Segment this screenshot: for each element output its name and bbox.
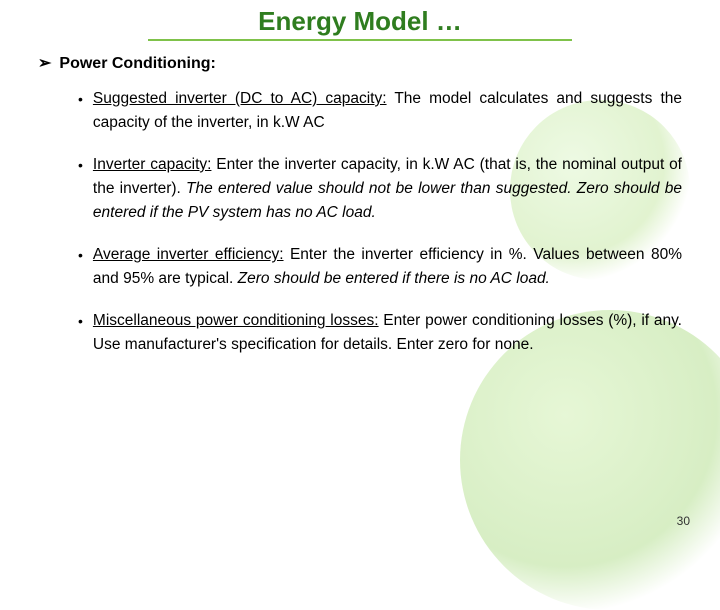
section-heading-row: ➢ Power Conditioning: [38,53,682,73]
section-heading: Power Conditioning: [59,55,215,73]
bullet-text: Miscellaneous power conditioning losses:… [93,309,682,357]
arrow-bullet-icon: ➢ [38,53,51,73]
bullet-list: • Suggested inverter (DC to AC) capacity… [38,87,682,357]
list-item: • Average inverter efficiency: Enter the… [78,243,682,291]
bullet-text: Average inverter efficiency: Enter the i… [93,243,682,291]
bullet-lead: Suggested inverter (DC to AC) capacity: [93,90,387,107]
bullet-dot-icon: • [78,155,83,225]
bullet-lead: Inverter capacity: [93,156,212,173]
page-number: 30 [677,514,690,528]
bullet-dot-icon: • [78,245,83,291]
bullet-lead: Miscellaneous power conditioning losses: [93,312,379,329]
title-bar: Energy Model … [0,0,720,41]
list-item: • Inverter capacity: Enter the inverter … [78,153,682,225]
bullet-dot-icon: • [78,311,83,357]
content-area: ➢ Power Conditioning: • Suggested invert… [0,41,720,357]
bullet-lead: Average inverter efficiency: [93,246,284,263]
list-item: • Suggested inverter (DC to AC) capacity… [78,87,682,135]
list-item: • Miscellaneous power conditioning losse… [78,309,682,357]
slide-title: Energy Model … [258,6,462,36]
bullet-dot-icon: • [78,89,83,135]
bullet-text: Suggested inverter (DC to AC) capacity: … [93,87,682,135]
bullet-text: Inverter capacity: Enter the inverter ca… [93,153,682,225]
title-underline: Energy Model … [148,6,572,41]
bullet-italic: Zero should be entered if there is no AC… [238,270,550,287]
